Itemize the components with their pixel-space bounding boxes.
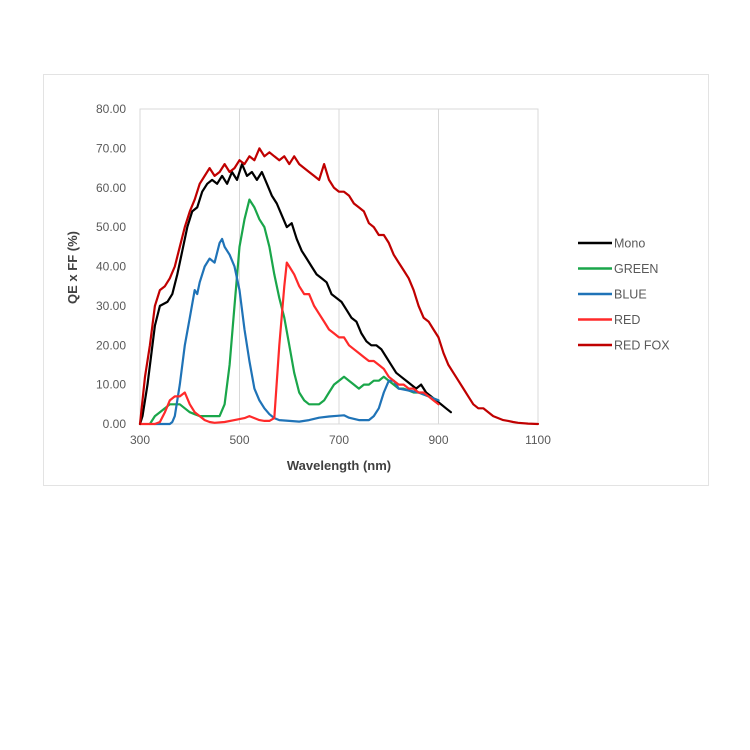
y-tick-label: 0.00 [103, 417, 127, 431]
x-tick-label: 500 [229, 433, 249, 447]
y-tick-label: 70.00 [96, 141, 126, 155]
y-tick-label: 40.00 [96, 260, 126, 274]
y-tick-label: 50.00 [96, 220, 126, 234]
legend: Mono GREEN BLUE RED RED FOX [578, 237, 670, 353]
legend-label: GREEN [614, 262, 658, 276]
series-lines [138, 147, 540, 426]
axes: 300 500 700 900 1100 0.00 10.00 20.00 30.00 40.00… [96, 102, 551, 447]
grid-lines [139, 108, 539, 425]
y-tick-label: 20.00 [96, 338, 126, 352]
series-line-mono [138, 163, 452, 426]
y-tick-label: 30.00 [96, 299, 126, 313]
legend-label: RED FOX [614, 339, 670, 353]
y-tick-label: 80.00 [96, 102, 126, 116]
y-tick-label: 10.00 [96, 378, 126, 392]
legend-label: Mono [614, 237, 645, 251]
x-tick-label: 1100 [525, 433, 551, 447]
x-axis-title: Wavelength (nm) [287, 458, 391, 473]
series-line-red-fox [138, 147, 540, 426]
legend-label: BLUE [614, 288, 647, 302]
y-tick-label: 60.00 [96, 181, 126, 195]
series-line-red [138, 261, 440, 426]
x-tick-label: 300 [130, 433, 150, 447]
x-tick-label: 900 [428, 433, 448, 447]
y-axis-title: QE x FF (%) [65, 231, 80, 304]
x-tick-label: 700 [329, 433, 349, 447]
series-line-blue [153, 237, 440, 426]
legend-label: RED [614, 313, 640, 327]
